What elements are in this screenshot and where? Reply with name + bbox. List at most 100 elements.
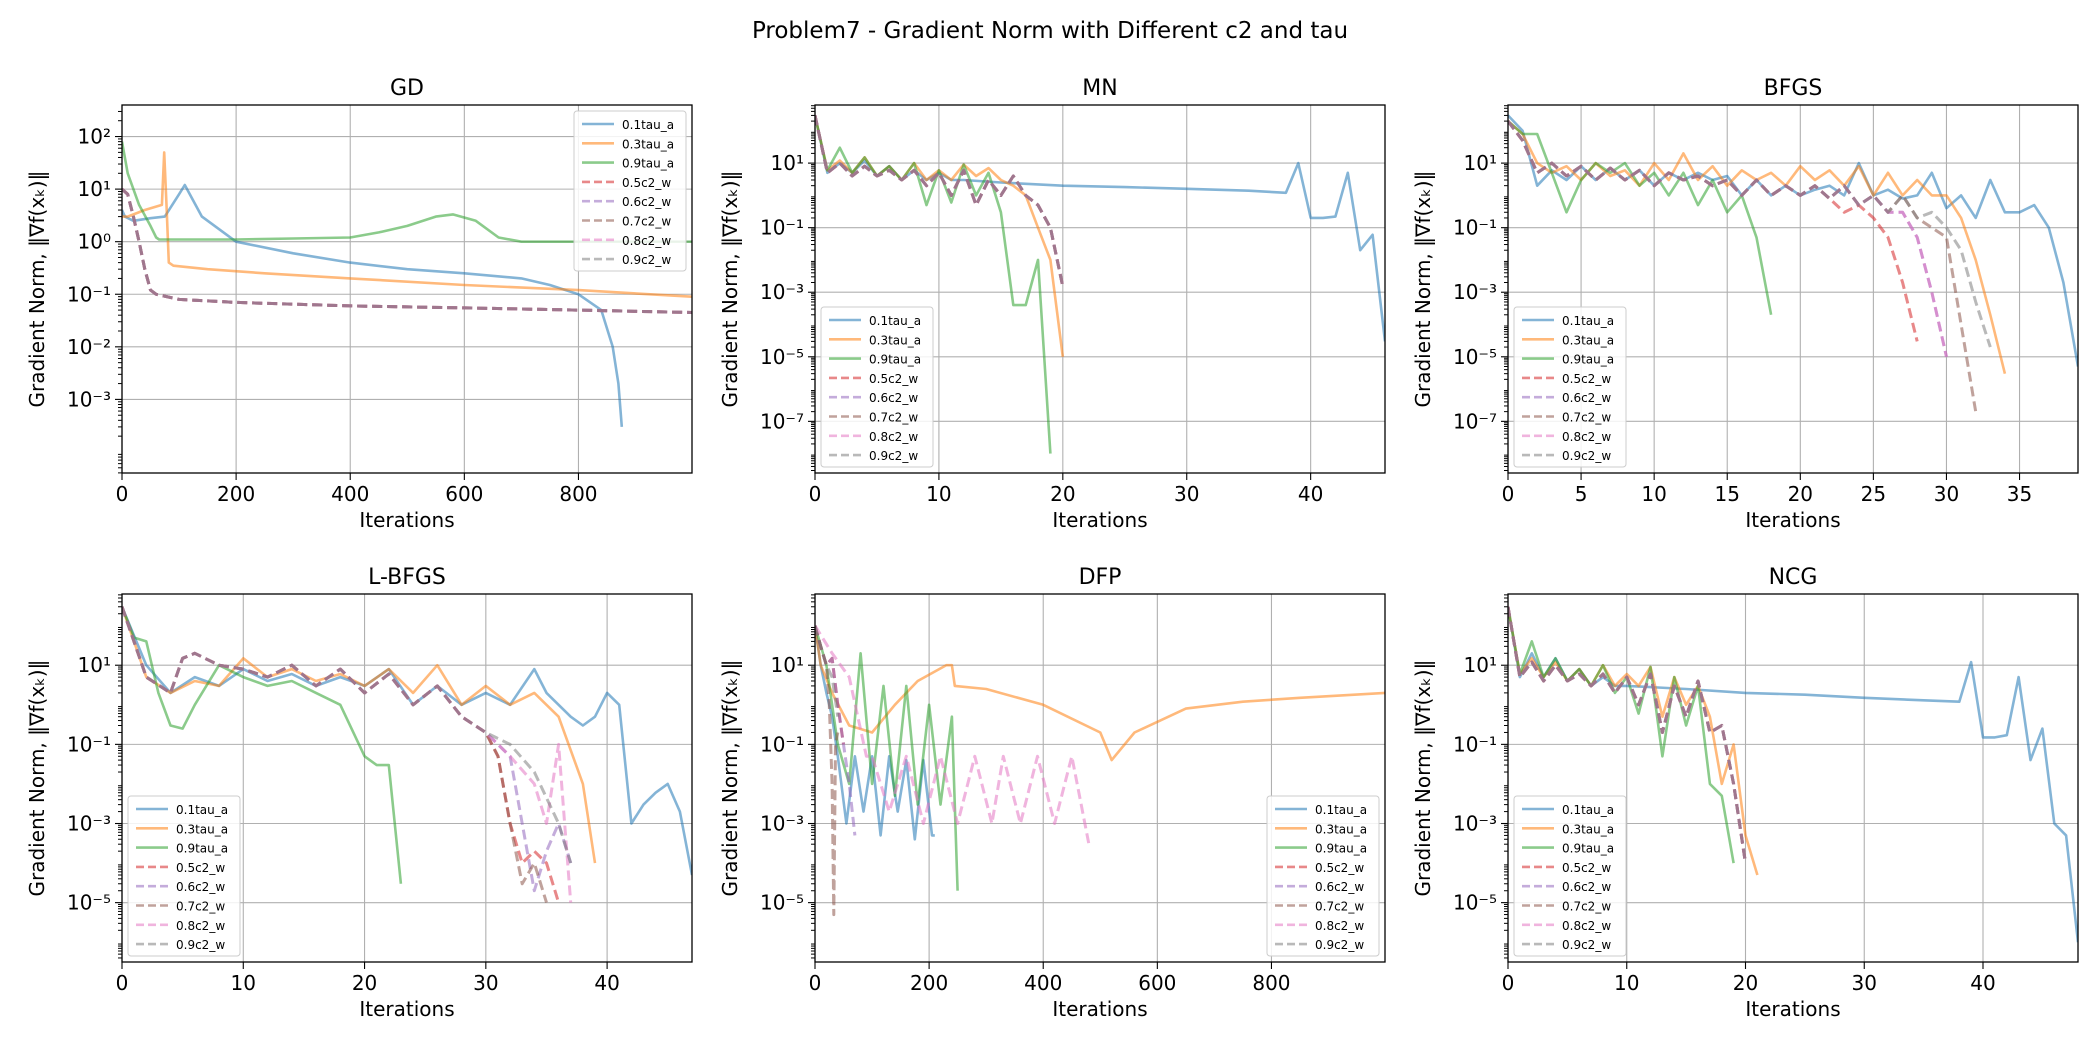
- legend-entry-label: 0.9c2_w: [1562, 938, 1611, 952]
- legend-entry-label: 0.5c2_w: [622, 176, 671, 190]
- legend-entry-label: 0.6c2_w: [1315, 880, 1364, 894]
- y-tick-label: 10⁻⁷: [760, 409, 804, 433]
- axes-frame: [814, 593, 1386, 963]
- subplot-ncg: 10⁻⁵ 10⁻³ 10⁻¹ 10¹ 0 10 20 30 40 NCG Iterations Gra…: [1411, 565, 2079, 1021]
- x-tick-label: 0: [809, 482, 822, 506]
- y-tick-label: 10⁻¹: [760, 216, 804, 240]
- series-line-0.3tau_a: [122, 606, 597, 864]
- y-tick-label: 10²: [78, 125, 111, 149]
- y-axis-label: Gradient Norm, ‖∇f(xₖ)‖: [718, 170, 742, 407]
- x-tick-label: 600: [1138, 971, 1176, 995]
- legend-entry-label: 0.9c2_w: [869, 449, 918, 463]
- legend: 0.1tau_a 0.3tau_a 0.9tau_a 0.5c2_w 0.6c2_w 0.…: [1513, 306, 1627, 468]
- y-tick-label: 10⁻³: [1453, 812, 1497, 836]
- x-axis-label: Iterations: [1745, 997, 1840, 1021]
- legend-entry-label: 0.9c2_w: [1562, 449, 1611, 463]
- x-tick-label: 40: [1298, 482, 1323, 506]
- x-tick-label: 0: [116, 482, 129, 506]
- legend-entry-label: 0.9c2_w: [176, 938, 225, 952]
- legend-entry-label: 0.3tau_a: [176, 822, 228, 836]
- x-tick-label: 800: [1252, 971, 1290, 995]
- legend-entry-label: 0.3tau_a: [1562, 822, 1614, 836]
- x-axis-label: Iterations: [1052, 997, 1147, 1021]
- legend: 0.1tau_a 0.3tau_a 0.9tau_a 0.5c2_w 0.6c2_w 0.…: [820, 306, 934, 468]
- subplot-bfgs: 10⁻⁷ 10⁻⁵ 10⁻³ 10⁻¹ 10¹ 0 5 10 15 20 25 30 35 BFGS Ite…: [1411, 76, 2079, 532]
- legend-entry-label: 0.5c2_w: [176, 861, 225, 875]
- series-group: [122, 606, 692, 904]
- y-tick-label: 10⁻¹: [1453, 732, 1497, 756]
- legend-entry-label: 0.3tau_a: [622, 137, 674, 151]
- subplot-title: MN: [1082, 76, 1117, 101]
- legend-entry-label: 0.5c2_w: [869, 372, 918, 386]
- subplot-title: DFP: [1079, 565, 1122, 590]
- x-tick-label: 35: [2007, 482, 2032, 506]
- series-line-0.1tau_a: [122, 183, 624, 428]
- series-group: [1508, 114, 2078, 412]
- legend: 0.1tau_a 0.3tau_a 0.9tau_a 0.5c2_w 0.6c2_w 0.…: [573, 110, 687, 272]
- legend-entry-label: 0.7c2_w: [622, 215, 671, 229]
- legend-entry-label: 0.3tau_a: [1315, 822, 1367, 836]
- legend-entry-label: 0.9tau_a: [1562, 842, 1614, 856]
- x-tick-label: 20: [352, 971, 377, 995]
- series-group: [815, 624, 1385, 917]
- y-tick-label: 10¹: [1464, 653, 1497, 677]
- x-axis-label: Iterations: [1745, 508, 1840, 532]
- y-tick-label: 10⁻²: [67, 335, 111, 359]
- y-tick-label: 10⁻¹: [760, 732, 804, 756]
- x-tick-label: 25: [1861, 482, 1886, 506]
- y-tick-label: 10⁻³: [67, 812, 111, 836]
- legend-entry-label: 0.9tau_a: [176, 842, 228, 856]
- x-tick-label: 30: [1174, 482, 1199, 506]
- legend-box: [573, 110, 687, 272]
- legend-entry-label: 0.7c2_w: [869, 411, 918, 425]
- x-tick-label: 30: [1934, 482, 1959, 506]
- legend-entry-label: 0.1tau_a: [869, 314, 921, 328]
- subplot-title: NCG: [1769, 565, 1818, 590]
- legend-entry-label: 0.6c2_w: [1562, 391, 1611, 405]
- axes-frame: [1507, 593, 2079, 963]
- x-tick-label: 800: [559, 482, 597, 506]
- y-tick-label: 10⁻¹: [67, 732, 111, 756]
- legend-entry-label: 0.8c2_w: [622, 234, 671, 248]
- legend-box: [127, 795, 241, 957]
- legend-entry-label: 0.6c2_w: [622, 195, 671, 209]
- y-tick-label: 10⁻³: [1453, 280, 1497, 304]
- x-tick-label: 400: [331, 482, 369, 506]
- legend: 0.1tau_a 0.3tau_a 0.9tau_a 0.5c2_w 0.6c2_w 0.…: [1266, 795, 1380, 957]
- y-tick-label: 10¹: [1464, 151, 1497, 175]
- series-line-0.9c2_w: [122, 606, 573, 864]
- x-tick-label: 15: [1715, 482, 1740, 506]
- legend-entry-label: 0.1tau_a: [1562, 803, 1614, 817]
- y-tick-label: 10⁻⁵: [760, 891, 804, 915]
- legend: 0.1tau_a 0.3tau_a 0.9tau_a 0.5c2_w 0.6c2_w 0.…: [127, 795, 241, 957]
- subplot-gd: 10⁻³ 10⁻² 10⁻¹ 10⁰ 10¹ 10² 0 200 400 600 800 GD Iter…: [25, 76, 693, 532]
- y-tick-label: 10¹: [771, 151, 804, 175]
- x-tick-label: 40: [1970, 971, 1995, 995]
- series-line-0.9c2_w: [815, 115, 1065, 287]
- legend-entry-label: 0.3tau_a: [1562, 333, 1614, 347]
- series-group: [815, 115, 1385, 454]
- subplot-title: L-BFGS: [368, 565, 446, 590]
- x-tick-label: 30: [473, 971, 498, 995]
- x-tick-label: 10: [1641, 482, 1666, 506]
- legend-entry-label: 0.9tau_a: [622, 157, 674, 171]
- x-tick-label: 40: [594, 971, 619, 995]
- x-tick-label: 0: [1502, 971, 1515, 995]
- y-tick-label: 10¹: [78, 177, 111, 201]
- legend-entry-label: 0.6c2_w: [1562, 880, 1611, 894]
- subplot-mn: 10⁻⁷ 10⁻⁵ 10⁻³ 10⁻¹ 10¹ 0 10 20 30 40 MN Iterations…: [718, 76, 1386, 532]
- legend-entry-label: 0.6c2_w: [869, 391, 918, 405]
- series-group: [122, 141, 692, 428]
- y-tick-label: 10⁻⁵: [67, 891, 111, 915]
- legend-entry-label: 0.8c2_w: [869, 430, 918, 444]
- x-tick-label: 5: [1575, 482, 1588, 506]
- subplot-title: GD: [390, 76, 424, 101]
- y-tick-label: 10⁻⁵: [1453, 891, 1497, 915]
- legend-entry-label: 0.1tau_a: [1562, 314, 1614, 328]
- legend-box: [820, 306, 934, 468]
- x-tick-label: 0: [1502, 482, 1515, 506]
- y-tick-label: 10¹: [78, 653, 111, 677]
- y-tick-label: 10⁻⁷: [1453, 409, 1497, 433]
- subplot-dfp: 10⁻⁵ 10⁻³ 10⁻¹ 10¹ 0 200 400 600 800 DFP Iteration…: [718, 565, 1386, 1021]
